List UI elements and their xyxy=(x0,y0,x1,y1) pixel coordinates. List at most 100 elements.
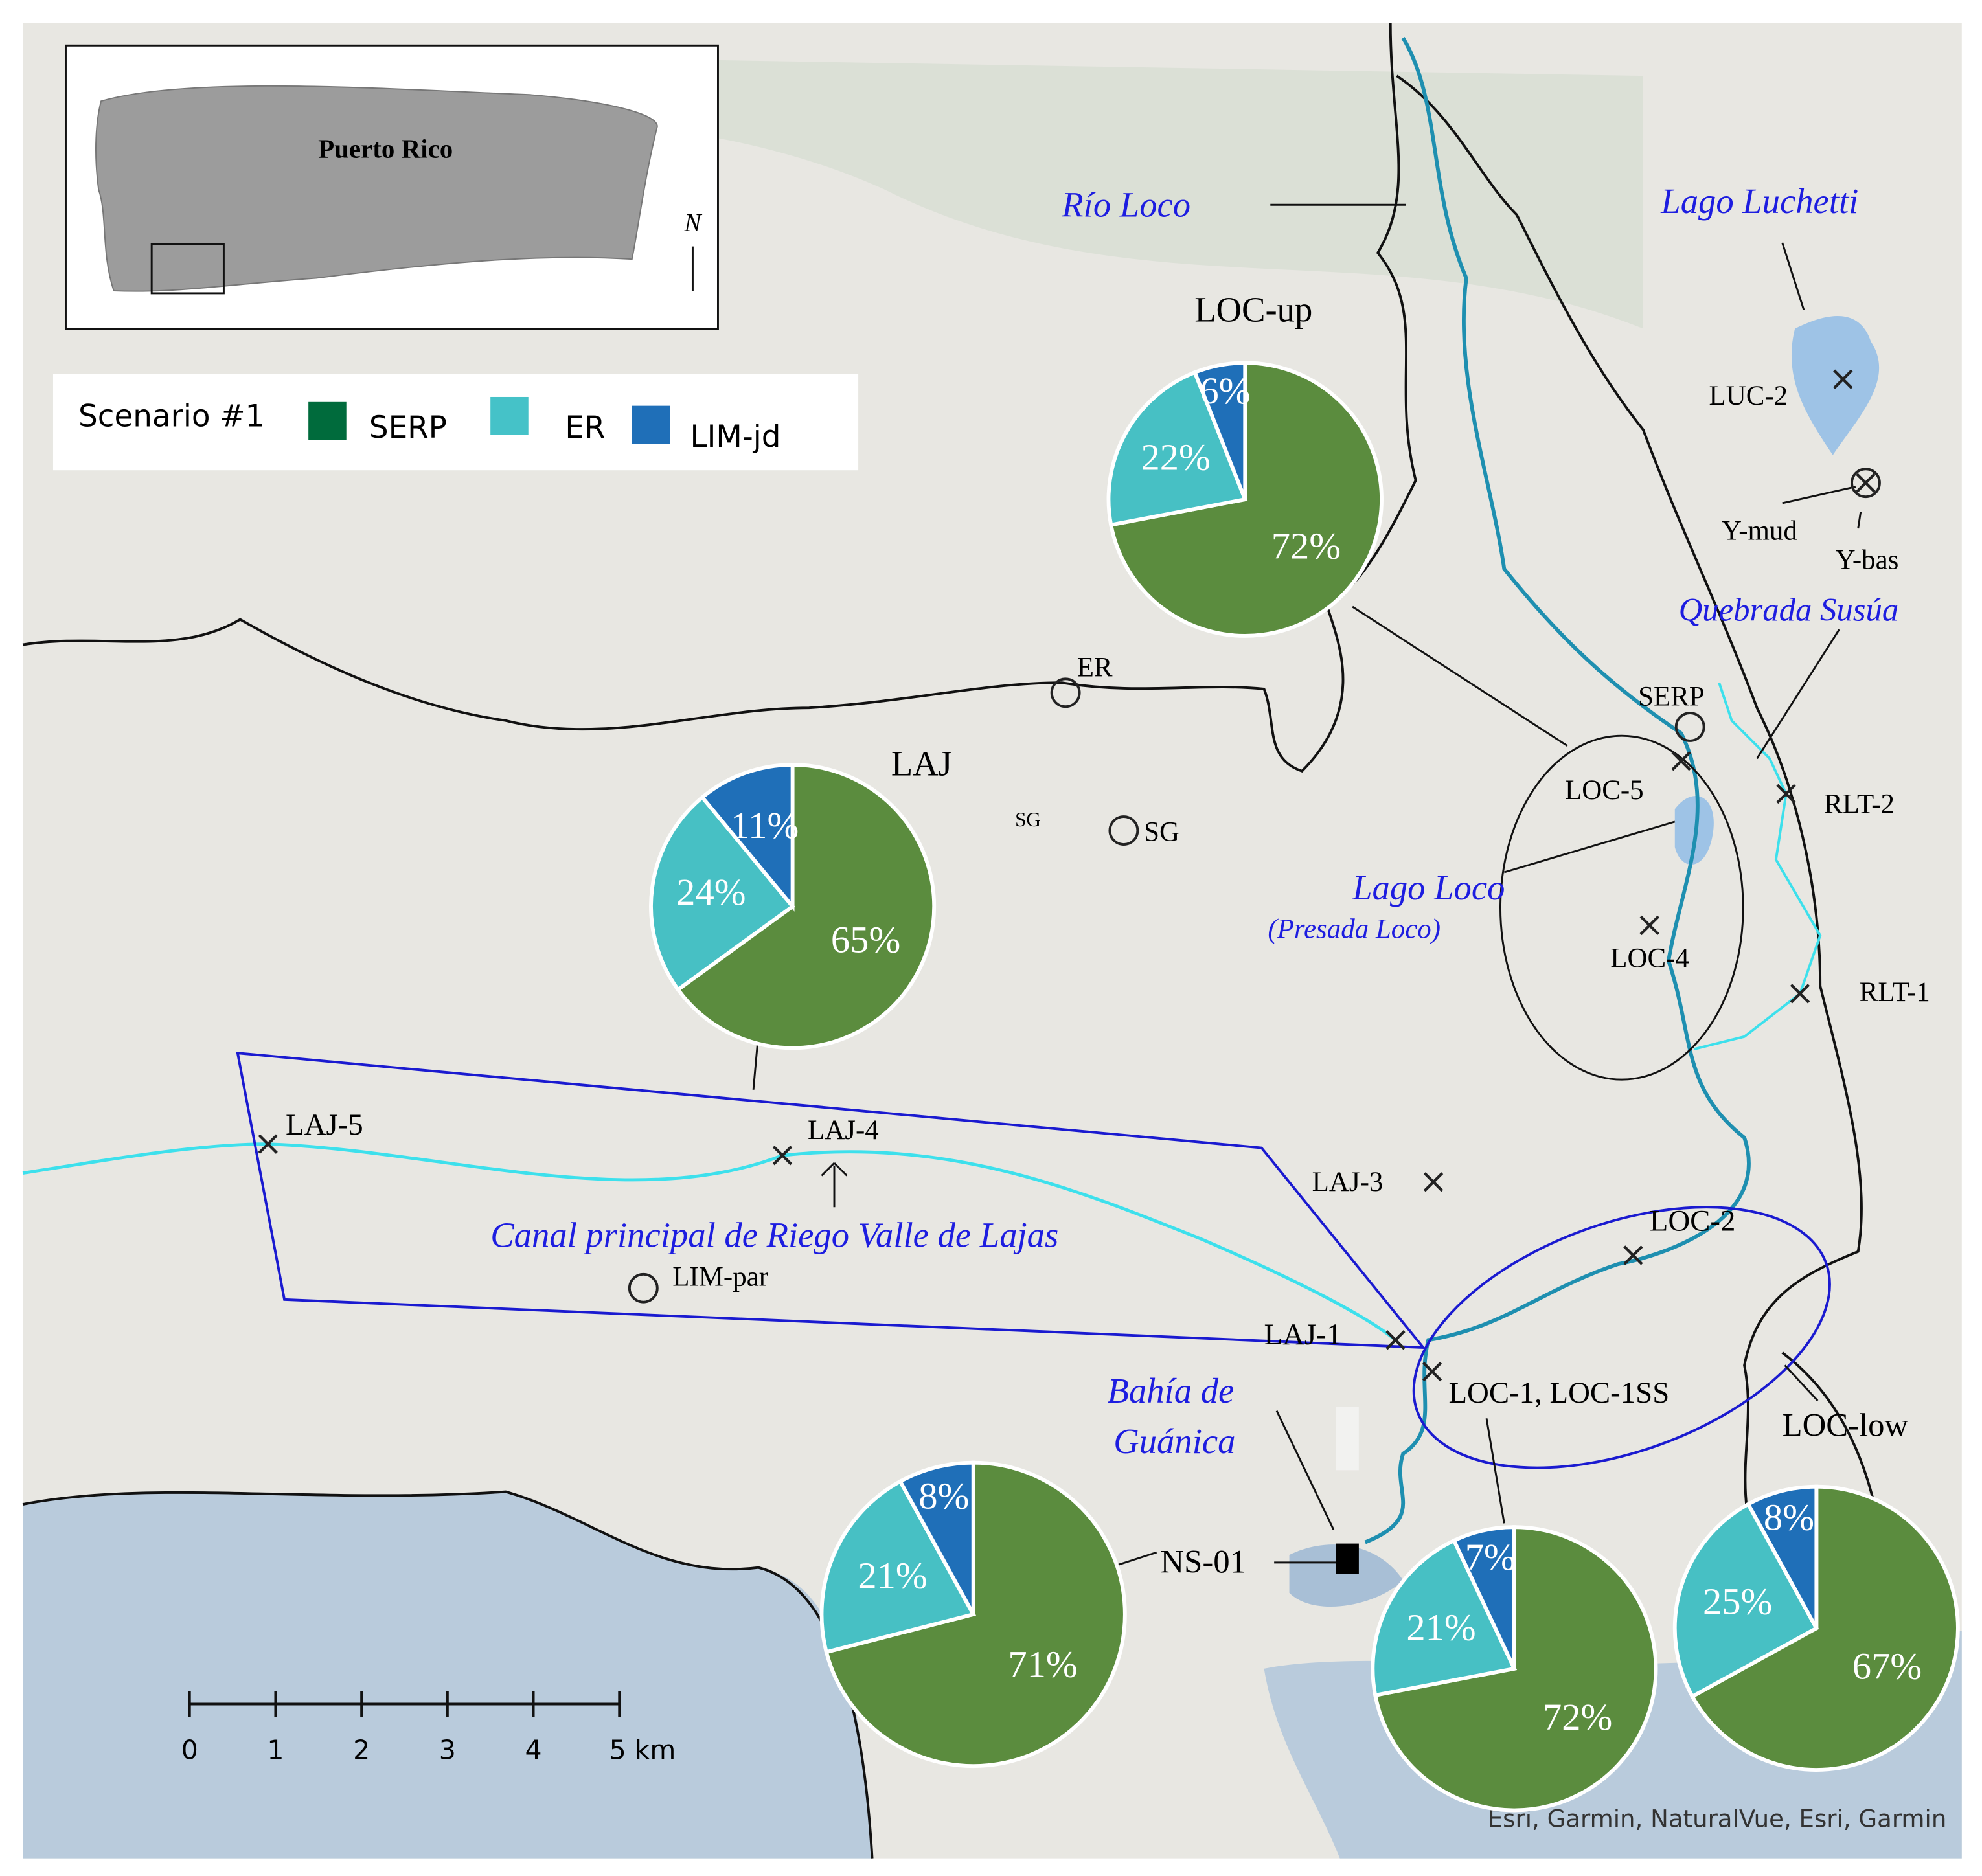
north-label: N xyxy=(683,209,702,236)
inset: Puerto Rico N xyxy=(65,44,719,330)
site-marker xyxy=(1790,984,1810,1004)
water-label: Bahía de xyxy=(1108,1371,1235,1410)
pie-label: 71% xyxy=(1008,1644,1077,1686)
stream xyxy=(1693,682,1822,1051)
site-marker xyxy=(1623,1245,1643,1265)
site-label: Y-mud xyxy=(1722,516,1797,547)
site-marker xyxy=(1833,369,1853,389)
site-marker xyxy=(1385,1330,1406,1350)
site-label: LOC-2 xyxy=(1650,1204,1736,1237)
pie-slice xyxy=(1689,1484,1960,1772)
legend-box xyxy=(52,374,859,471)
site-label: NS-01 xyxy=(1161,1543,1246,1579)
legend-swatch xyxy=(490,396,529,435)
site-marker xyxy=(1851,468,1881,499)
water-label: Río Loco xyxy=(1061,185,1190,225)
pie-slice xyxy=(824,1460,1127,1769)
legend-title: Scenario #1 xyxy=(78,400,264,435)
pie-label: 65% xyxy=(831,919,900,961)
site-label: Y-bas xyxy=(1836,545,1899,576)
scale-label: 5 km xyxy=(609,1735,676,1766)
credit: Esri, Garmin, NaturalVue, Esri, Garmin xyxy=(1488,1805,1947,1833)
pie-label: 7% xyxy=(1465,1536,1516,1578)
legend-swatch xyxy=(632,405,670,444)
watershed-boundary xyxy=(22,23,1417,773)
pie-title: LOC-up xyxy=(1194,290,1312,330)
scale-label: 2 xyxy=(353,1735,370,1766)
legend-label: ER xyxy=(565,411,605,446)
pie-slice xyxy=(897,1460,975,1616)
pie-slice xyxy=(1672,1501,1819,1699)
site-label: ER xyxy=(1077,652,1113,683)
island xyxy=(95,85,658,292)
pie-label: 67% xyxy=(1852,1645,1922,1687)
pie-slice xyxy=(700,763,795,912)
site-label: SERP xyxy=(1638,681,1705,712)
study-area xyxy=(150,243,225,295)
site-label: RLT-2 xyxy=(1824,789,1895,819)
scale-label: 4 xyxy=(525,1735,542,1766)
site-label: RLT-1 xyxy=(1860,977,1930,1008)
water-label: Lago Luchetti xyxy=(1660,181,1858,221)
site-marker xyxy=(1776,784,1796,804)
site-label: LAJ-3 xyxy=(1312,1167,1384,1197)
site-label: SG xyxy=(1144,817,1179,847)
ellipse xyxy=(1412,1206,1831,1469)
site-marker xyxy=(1671,751,1691,771)
site-label: LUC-2 xyxy=(1709,381,1788,411)
pie-label: 21% xyxy=(1406,1607,1475,1649)
label-backdrop xyxy=(1336,1407,1359,1471)
site-marker xyxy=(258,1134,278,1154)
pie-slice xyxy=(1746,1484,1819,1629)
legend-swatch xyxy=(308,401,347,440)
site-marker xyxy=(1108,815,1139,846)
pie-label: 24% xyxy=(676,871,746,913)
pie-label: 22% xyxy=(1141,436,1210,479)
region-outline xyxy=(236,1051,1426,1350)
legend-label: LIM-jd xyxy=(690,420,781,455)
site-marker xyxy=(1336,1543,1359,1574)
pie-label: 11% xyxy=(731,804,799,846)
pie-slice xyxy=(1451,1525,1516,1670)
pie-slice xyxy=(1371,1538,1518,1698)
site-label: LAJ-4 xyxy=(808,1115,879,1146)
site-marker xyxy=(1422,1361,1442,1382)
watershed-boundary xyxy=(1396,74,1863,1555)
pie-title: LAJ xyxy=(891,743,952,783)
pie-label: 72% xyxy=(1543,1696,1612,1738)
site-label: LOC-4 xyxy=(1610,943,1689,973)
site-label: LOC-low xyxy=(1783,1407,1909,1443)
pie-slice xyxy=(819,1478,977,1655)
water-label: Lago Loco xyxy=(1352,868,1505,907)
inset-title: Puerto Rico xyxy=(318,134,453,164)
legend: Scenario #1 xyxy=(52,374,859,471)
water-label: Guánica xyxy=(1113,1421,1235,1461)
site-label: LOC-1, LOC-1SS xyxy=(1448,1376,1669,1410)
ellipse xyxy=(1499,734,1744,1081)
site-marker xyxy=(1856,473,1876,493)
site-marker xyxy=(1674,712,1705,742)
site-marker xyxy=(1050,677,1081,708)
site-marker xyxy=(1639,915,1659,936)
scale-label: 3 xyxy=(439,1735,456,1766)
scale-label: 0 xyxy=(181,1735,198,1766)
site-marker xyxy=(628,1272,659,1304)
pie-slice xyxy=(649,795,795,993)
pie-slice xyxy=(1192,361,1247,501)
site-label: LAJ-5 xyxy=(286,1108,363,1142)
site-label: SG xyxy=(1015,808,1041,831)
canal xyxy=(22,1142,1397,1342)
pie-slice xyxy=(675,763,937,1050)
water-label: Quebrada Susúa xyxy=(1679,591,1899,627)
pie-label: 72% xyxy=(1271,525,1341,567)
sea xyxy=(23,1491,872,1859)
legend-label: SERP xyxy=(369,411,447,446)
pie-label: 8% xyxy=(1764,1497,1814,1539)
pie-label: 25% xyxy=(1703,1580,1772,1622)
site-marker xyxy=(1423,1172,1444,1192)
bay xyxy=(1289,1544,1404,1607)
site-label: LIM-par xyxy=(672,1261,768,1292)
pie-label: 8% xyxy=(918,1475,969,1517)
pie-label: 21% xyxy=(858,1554,927,1596)
